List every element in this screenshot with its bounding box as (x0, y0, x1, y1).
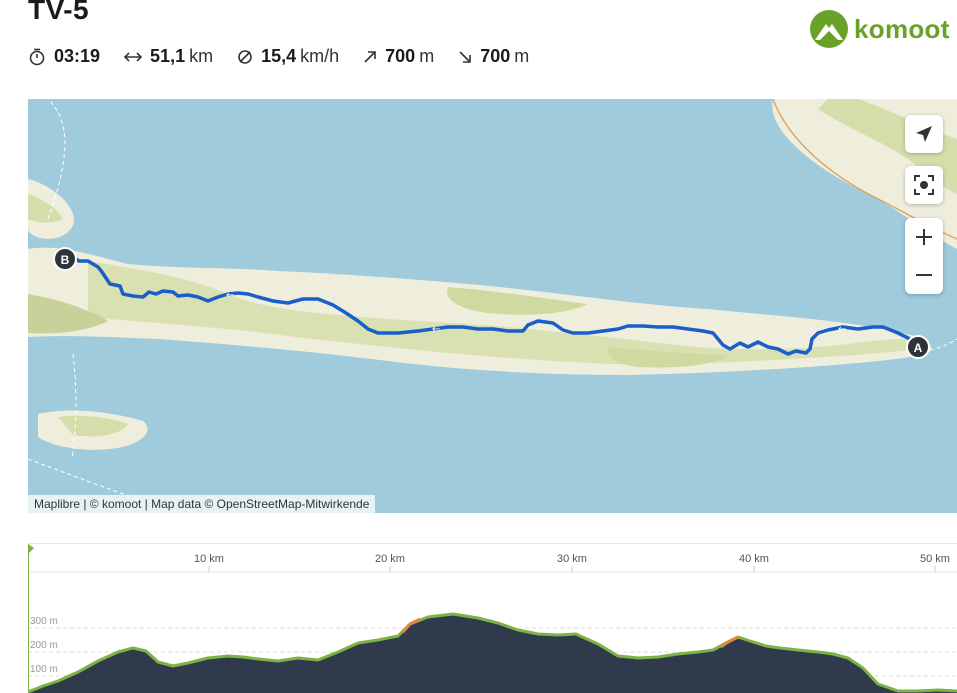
stat-distance: 51,1 km (124, 46, 213, 67)
svg-text:←: ← (226, 290, 234, 301)
stat-uphill: 700 m (363, 46, 434, 67)
recenter-button[interactable] (905, 166, 943, 204)
island-forest-3 (607, 347, 728, 368)
map-attribution[interactable]: Maplibre | © komoot | Map data © OpenStr… (28, 495, 376, 513)
elevation-profile[interactable]: 10 km 20 km 30 km 40 km 50 km 300 m 200 … (28, 543, 957, 693)
start-marker[interactable]: A (906, 335, 930, 359)
distance-arrows-icon (124, 51, 143, 62)
locate-icon[interactable] (905, 115, 943, 153)
komoot-mountain-icon (810, 10, 848, 48)
distance-tick: 10 km (194, 553, 224, 565)
stat-speed: 15,4 km/h (237, 46, 339, 67)
svg-text:←: ← (432, 324, 440, 335)
island-forest-2 (447, 287, 588, 315)
distance-tick: 50 km (920, 553, 950, 565)
downhill-unit: m (514, 46, 530, 66)
route-map[interactable]: ← ← ← B A Maplibre | © (28, 99, 957, 513)
locate-button[interactable] (905, 115, 943, 153)
komoot-logo: komoot (810, 10, 950, 48)
uphill-arrow-icon (364, 50, 376, 63)
distance-value: 51,1 (150, 46, 186, 66)
profile-start-handle (28, 544, 34, 554)
elevation-chart[interactable]: 10 km 20 km 30 km 40 km 50 km 300 m 200 … (28, 544, 957, 693)
stopwatch-icon (29, 48, 45, 65)
end-marker[interactable]: B (53, 247, 77, 271)
map-canvas[interactable]: ← ← ← B A (28, 99, 957, 513)
stat-duration: 03:19 (28, 46, 100, 67)
svg-text:←: ← (838, 324, 846, 335)
end-marker-label: B (61, 253, 70, 267)
tour-stats: 03:19 51,1 km 15,4 km/h 700 m 700 m (28, 46, 553, 67)
distance-unit: km (189, 46, 214, 66)
elevation-tick: 200 m (30, 640, 58, 651)
brand-name: komoot (854, 13, 950, 44)
island-forest-1 (88, 261, 923, 365)
stat-downhill: 700 m (458, 46, 529, 67)
start-marker-label: A (914, 341, 923, 355)
elevation-tick: 300 m (30, 616, 58, 627)
elevation-area (28, 614, 957, 693)
uphill-unit: m (419, 46, 435, 66)
speed-unit: km/h (300, 46, 340, 66)
average-speed-icon (238, 49, 252, 64)
elevation-line (28, 612, 957, 693)
distance-tick: 40 km (739, 553, 769, 565)
distance-tick: 20 km (375, 553, 405, 565)
downhill-value: 700 (480, 46, 511, 66)
speed-value: 15,4 (261, 46, 297, 66)
elevation-tick: 100 m (30, 664, 58, 675)
tour-title: TV-5 (28, 0, 90, 25)
zoom-in-icon[interactable] (905, 218, 943, 256)
zoom-controls (905, 218, 943, 294)
island-forest-4 (28, 294, 108, 334)
zoom-out-icon[interactable] (905, 256, 943, 294)
recenter-icon[interactable] (905, 166, 943, 204)
distance-tick: 30 km (557, 553, 587, 565)
mainland-forest (818, 99, 957, 194)
duration-value: 03:19 (54, 46, 101, 66)
uphill-value: 700 (385, 46, 416, 66)
downhill-arrow-icon (459, 50, 472, 63)
route-line (63, 255, 920, 356)
